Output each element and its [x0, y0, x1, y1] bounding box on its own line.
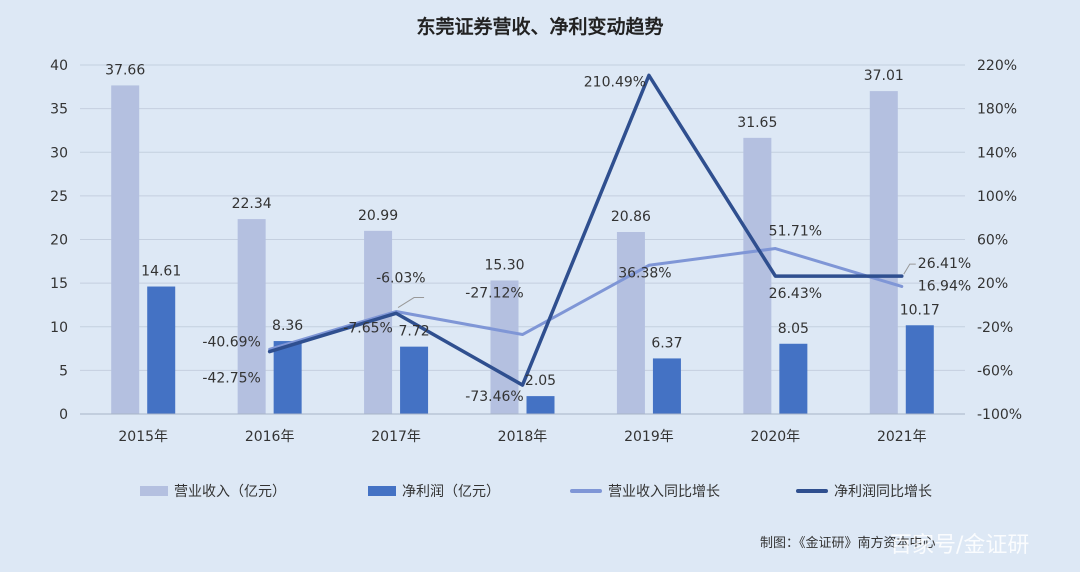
legend-swatch — [140, 486, 168, 496]
bar — [526, 396, 555, 414]
bar — [905, 325, 934, 414]
line-value-label: -6.03% — [376, 271, 426, 287]
credit-text: 制图：《金证研》南方资本中心 — [760, 535, 936, 551]
bar-value-label: 2.05 — [525, 373, 556, 389]
lines-layer — [267, 73, 904, 387]
callout-line — [903, 263, 916, 275]
bar — [111, 85, 140, 414]
legend-label: 净利润（亿元） — [402, 484, 500, 500]
bar-value-label: 8.36 — [272, 318, 303, 334]
x-tick-label: 2016年 — [245, 429, 295, 445]
bar-value-label: 37.66 — [105, 62, 145, 78]
bar — [779, 343, 808, 414]
bars-layer — [111, 85, 934, 414]
x-tick-label: 2021年 — [877, 429, 927, 445]
bar — [237, 219, 266, 414]
bar — [147, 286, 176, 414]
line-value-label: 51.71% — [769, 224, 822, 240]
watermark-text: 百家号/金证研 — [890, 533, 1029, 558]
legend-label: 营业收入（亿元） — [174, 484, 286, 500]
y-right-tick-label: 100% — [977, 189, 1017, 205]
chart-title: 东莞证券营收、净利变动趋势 — [416, 15, 663, 38]
bar-value-label: 7.72 — [398, 324, 429, 340]
y-right-tick-label: -60% — [977, 363, 1013, 379]
y-left-tick-label: 0 — [59, 407, 68, 423]
y-left-tick-label: 35 — [50, 102, 68, 118]
bar — [869, 91, 898, 414]
line-value-label: -73.46% — [465, 389, 523, 405]
bar-value-label: 8.05 — [778, 321, 809, 337]
bar — [400, 346, 429, 414]
y-left-tick-label: 30 — [50, 145, 68, 161]
grid-layer — [80, 64, 965, 415]
y-right-tick-label: 60% — [977, 233, 1008, 249]
line-value-label: -42.75% — [202, 371, 260, 387]
x-tick-label: 2019年 — [624, 429, 674, 445]
y-right-tick-label: 20% — [977, 276, 1008, 292]
x-tick-label: 2015年 — [118, 429, 168, 445]
profit-growth-line — [267, 73, 904, 387]
bar-value-label: 22.34 — [232, 196, 272, 212]
legend: 营业收入（亿元） 净利润（亿元） 营业收入同比增长 净利润同比增长 — [140, 484, 932, 500]
x-tick-label: 2018年 — [498, 429, 548, 445]
line-value-label: -40.69% — [202, 334, 260, 350]
bar — [490, 280, 519, 414]
y-left-tick-label: 15 — [50, 276, 68, 292]
bar-value-label: 31.65 — [737, 115, 777, 131]
y-left-tick-label: 20 — [50, 233, 68, 249]
bar — [743, 137, 772, 414]
bar-value-label: 37.01 — [864, 68, 904, 84]
axes-layer: 0 5 10 15 20 25 30 35 40 -100% -60% -20% 20% 60% 100% 1… — [50, 58, 1022, 445]
legend-label: 营业收入同比增长 — [608, 484, 720, 500]
legend-label: 净利润同比增长 — [834, 484, 932, 500]
y-right-tick-label: 220% — [977, 58, 1017, 74]
bar-value-label: 14.61 — [141, 264, 181, 280]
bar-value-label: 20.86 — [611, 209, 651, 225]
y-right-tick-label: -100% — [977, 407, 1022, 423]
bar — [652, 358, 681, 414]
y-right-tick-label: -20% — [977, 320, 1013, 336]
bar — [616, 231, 645, 414]
x-tick-label: 2017年 — [371, 429, 421, 445]
bar-value-label: 15.30 — [484, 258, 524, 274]
line-value-label: -7.65% — [343, 320, 393, 336]
line-value-label: 26.43% — [769, 286, 822, 302]
callout-line — [397, 297, 425, 308]
y-right-tick-label: 180% — [977, 102, 1017, 118]
bar — [273, 341, 302, 414]
bar-value-label: 10.17 — [900, 302, 940, 318]
line-value-label: 210.49% — [584, 74, 646, 90]
line-value-label: -27.12% — [465, 286, 523, 302]
line-value-label: 36.38% — [618, 265, 671, 281]
bar-value-label: 6.37 — [651, 335, 682, 351]
bar-value-label: 20.99 — [358, 208, 398, 224]
line-value-label: 16.94% — [918, 278, 971, 294]
y-left-tick-label: 40 — [50, 58, 68, 74]
revenue-growth-line — [268, 247, 904, 351]
labels-layer: 37.66 22.34 20.99 15.30 20.86 31.65 37.01 14.61… — [105, 62, 971, 405]
y-right-tick-label: 140% — [977, 145, 1017, 161]
y-left-tick-label: 5 — [59, 363, 68, 379]
line-value-label: 26.41% — [918, 256, 971, 272]
x-tick-label: 2020年 — [751, 429, 801, 445]
y-left-tick-label: 10 — [50, 320, 68, 336]
y-left-tick-label: 25 — [50, 189, 68, 205]
legend-swatch — [368, 486, 396, 496]
